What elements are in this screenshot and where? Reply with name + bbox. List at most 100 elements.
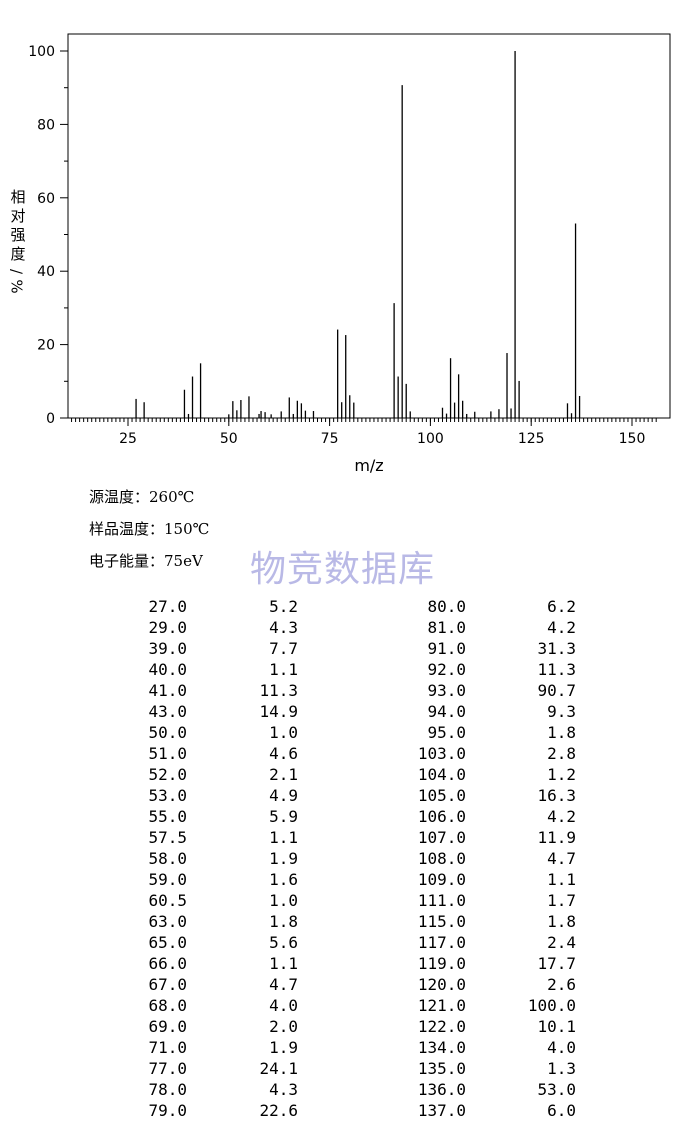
intensity-value: 17.7	[537, 954, 576, 973]
mz-value: 69.0	[148, 1017, 187, 1036]
mz-value: 66.0	[148, 954, 187, 973]
intensity-value: 1.1	[269, 828, 298, 847]
intensity-value: 4.2	[547, 618, 576, 637]
intensity-value: 4.0	[547, 1038, 576, 1057]
table-row: 51.0 4.6 103.0 2.8	[0, 743, 696, 764]
intensity-value: 1.9	[269, 1038, 298, 1057]
mz-value: 104.0	[417, 765, 466, 784]
mz-value: 115.0	[417, 912, 466, 931]
mz-value: 122.0	[417, 1017, 466, 1036]
intensity-value: 90.7	[537, 681, 576, 700]
table-row: 77.0 24.1 135.0 1.3	[0, 1058, 696, 1079]
mz-value: 58.0	[148, 849, 187, 868]
mz-value: 57.5	[148, 828, 187, 847]
x-tick-label: 125	[518, 431, 545, 447]
intensity-value: 53.0	[537, 1080, 576, 1099]
mz-value: 68.0	[148, 996, 187, 1015]
mz-value: 39.0	[148, 639, 187, 658]
intensity-value: 1.1	[269, 660, 298, 679]
table-row: 68.0 4.0 121.0 100.0	[0, 995, 696, 1016]
mz-value: 120.0	[417, 975, 466, 994]
intensity-value: 1.0	[269, 891, 298, 910]
intensity-value: 1.8	[547, 912, 576, 931]
intensity-value: 1.1	[547, 870, 576, 889]
plot-frame	[67, 33, 671, 419]
intensity-value: 2.8	[547, 744, 576, 763]
mz-value: 108.0	[417, 849, 466, 868]
mz-value: 51.0	[148, 744, 187, 763]
mz-value: 29.0	[148, 618, 187, 637]
table-row: 66.0 1.1 119.0 17.7	[0, 953, 696, 974]
x-axis-ticks: 25 50 75 100 125 150	[119, 418, 645, 447]
x-tick-label: 50	[220, 431, 238, 447]
table-row: 41.0 11.3 93.0 90.7	[0, 680, 696, 701]
intensity-value: 11.3	[259, 681, 298, 700]
intensity-value: 4.0	[269, 996, 298, 1015]
intensity-value: 14.9	[259, 702, 298, 721]
y-tick-label: 40	[37, 264, 55, 280]
intensity-value: 5.9	[269, 807, 298, 826]
mz-value: 103.0	[417, 744, 466, 763]
intensity-value: 22.6	[259, 1101, 298, 1120]
intensity-value: 4.6	[269, 744, 298, 763]
table-row: 78.0 4.3 136.0 53.0	[0, 1079, 696, 1100]
mz-value: 78.0	[148, 1080, 187, 1099]
mz-value: 43.0	[148, 702, 187, 721]
mz-value: 53.0	[148, 786, 187, 805]
intensity-value: 1.8	[547, 723, 576, 742]
mz-value: 67.0	[148, 975, 187, 994]
mz-value: 80.0	[427, 597, 466, 616]
intensity-value: 9.3	[547, 702, 576, 721]
intensity-value: 4.3	[269, 1080, 298, 1099]
x-tick-label: 150	[619, 431, 646, 447]
intensity-value: 2.6	[547, 975, 576, 994]
y-axis-label-char: 对	[10, 207, 26, 225]
intensity-value: 5.2	[269, 597, 298, 616]
y-axis-label: 相对强度 /%	[8, 188, 28, 294]
intensity-value: 1.6	[269, 870, 298, 889]
intensity-value: 2.0	[269, 1017, 298, 1036]
mz-value: 50.0	[148, 723, 187, 742]
mz-value: 59.0	[148, 870, 187, 889]
table-row: 57.5 1.1 107.0 11.9	[0, 827, 696, 848]
mz-value: 55.0	[148, 807, 187, 826]
intensity-value: 1.1	[269, 954, 298, 973]
y-axis-label-char: 相	[10, 188, 26, 206]
y-tick-label: 60	[37, 191, 55, 207]
table-row: 65.0 5.6 117.0 2.4	[0, 932, 696, 953]
table-row: 59.0 1.6 109.0 1.1	[0, 869, 696, 890]
x-minor-ticks	[71, 418, 657, 422]
mz-value: 119.0	[417, 954, 466, 973]
mz-value: 106.0	[417, 807, 466, 826]
electron-energy: 电子能量：75eV	[89, 550, 203, 571]
intensity-value: 10.1	[537, 1017, 576, 1036]
intensity-value: 31.3	[537, 639, 576, 658]
intensity-value: 1.0	[269, 723, 298, 742]
intensity-value: 2.4	[547, 933, 576, 952]
y-axis-label-char: 强	[10, 226, 26, 244]
intensity-value: 11.9	[537, 828, 576, 847]
sample-temperature: 样品温度：150℃	[89, 518, 209, 539]
source-temperature-label: 源温度：	[89, 488, 150, 506]
x-tick-label: 25	[119, 431, 137, 447]
table-row: 69.0 2.0 122.0 10.1	[0, 1016, 696, 1037]
mz-value: 92.0	[427, 660, 466, 679]
intensity-value: 1.3	[547, 1059, 576, 1078]
electron-energy-value: 75eV	[164, 552, 203, 570]
mz-value: 94.0	[427, 702, 466, 721]
intensity-value: 7.7	[269, 639, 298, 658]
intensity-value: 4.2	[547, 807, 576, 826]
intensity-value: 4.3	[269, 618, 298, 637]
x-tick-label: 100	[417, 431, 444, 447]
y-tick-label: 100	[28, 44, 55, 60]
intensity-value: 1.8	[269, 912, 298, 931]
mz-value: 135.0	[417, 1059, 466, 1078]
table-row: 67.0 4.7 120.0 2.6	[0, 974, 696, 995]
mz-value: 79.0	[148, 1101, 187, 1120]
mz-value: 105.0	[417, 786, 466, 805]
mz-value: 77.0	[148, 1059, 187, 1078]
table-row: 43.0 14.9 94.0 9.3	[0, 701, 696, 722]
table-row: 29.0 4.3 81.0 4.2	[0, 617, 696, 638]
mass-spectrum-chart: 25 50 75 100 125 150 0 20 40 60 80 100 m/z	[28, 33, 671, 475]
mz-value: 65.0	[148, 933, 187, 952]
